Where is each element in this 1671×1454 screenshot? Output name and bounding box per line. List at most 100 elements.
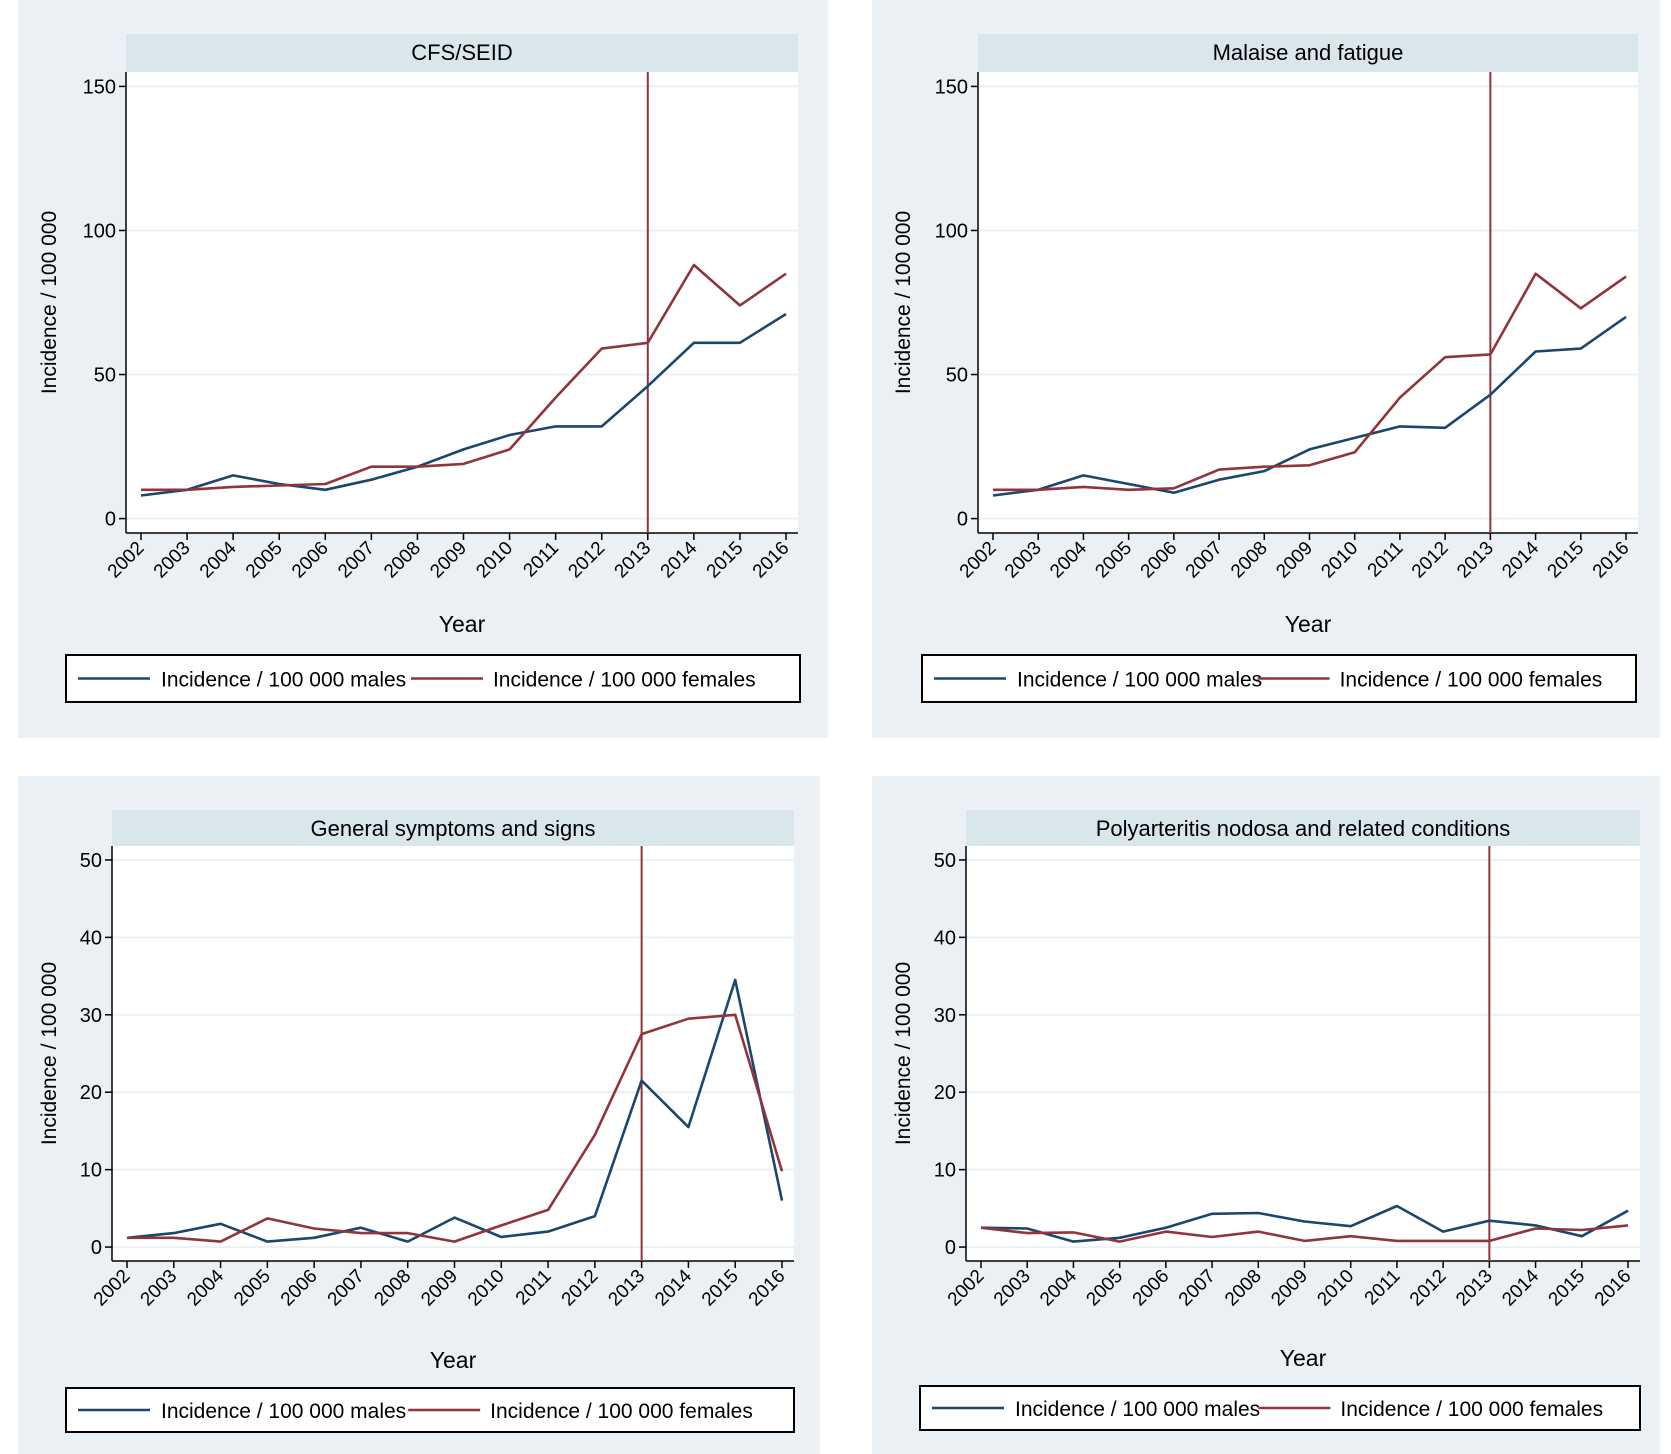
chart-panel-malaise-and-fatigue: Malaise and fatigue 0 50 100 150 2002 2003 2004…: [872, 0, 1660, 738]
y-tick-label: 40: [934, 927, 956, 949]
x-tick-label: 2006: [1137, 538, 1182, 583]
x-tick-label: 2002: [90, 1266, 135, 1311]
x-tick-label: 2009: [1267, 1266, 1312, 1311]
x-tick-label: 2003: [990, 1266, 1035, 1311]
legend-box: [65, 1387, 795, 1433]
x-tick-label: 2011: [1361, 1266, 1405, 1310]
x-tick-label: 2006: [1129, 1266, 1174, 1311]
x-tick-label: 2011: [512, 1266, 556, 1310]
y-axis-title: Incidence / 100 000: [892, 211, 915, 394]
x-tick-label: 2014: [1498, 537, 1543, 582]
title-strip: [978, 34, 1638, 72]
y-axis-title: Incidence / 100 000: [38, 962, 61, 1145]
y-axis-title: Incidence / 100 000: [38, 211, 61, 394]
x-tick-label: 2003: [137, 1266, 182, 1311]
x-tick-label: 2010: [472, 538, 517, 583]
x-tick-label: 2005: [230, 1266, 275, 1311]
x-tick-label: 2006: [288, 538, 333, 583]
x-tick-label: 2016: [745, 1266, 790, 1311]
y-tick-label: 0: [957, 509, 968, 531]
x-tick-label: 2016: [1589, 538, 1634, 583]
x-tick-label: 2008: [371, 1266, 416, 1311]
x-tick-label: 2016: [749, 538, 794, 583]
y-tick-label: 0: [105, 509, 116, 531]
chart-panel-polyarteritis-nodosa: Polyarteritis nodosa and related conditi…: [872, 776, 1660, 1454]
x-tick-label: 2015: [698, 1266, 743, 1311]
y-tick-label: 50: [946, 365, 968, 387]
x-tick-label: 2014: [1498, 1265, 1543, 1310]
x-tick-label: 2013: [1452, 1266, 1497, 1311]
x-tick-label: 2005: [242, 538, 287, 583]
y-tick-label: 30: [80, 1005, 102, 1027]
x-tick-label: 2006: [277, 1266, 322, 1311]
plot-area: [112, 846, 794, 1261]
x-tick-label: 2015: [1545, 1266, 1590, 1311]
x-tick-label: 2003: [1001, 538, 1046, 583]
y-tick-label: 150: [83, 76, 116, 98]
y-tick-label: 40: [80, 927, 102, 949]
x-tick-label: 2012: [1408, 538, 1453, 583]
plot-area: [978, 72, 1638, 533]
title-strip: [966, 810, 1640, 848]
x-tick-label: 2012: [558, 1266, 603, 1311]
y-tick-label: 50: [934, 850, 956, 872]
x-tick-label: 2003: [150, 538, 195, 583]
x-tick-label: 2010: [464, 1266, 509, 1311]
x-axis-title: Year: [430, 1347, 477, 1373]
x-tick-label: 2013: [1453, 538, 1498, 583]
x-tick-label: 2008: [1221, 1266, 1266, 1311]
x-tick-label: 2012: [565, 538, 610, 583]
y-tick-label: 30: [934, 1005, 956, 1027]
legend-label: Incidence / 100 000 males: [161, 669, 406, 692]
x-tick-label: 2008: [380, 538, 425, 583]
x-axis-title: Year: [1285, 611, 1332, 637]
x-tick-label: 2008: [1227, 538, 1272, 583]
y-tick-label: 50: [94, 365, 116, 387]
legend-label: Incidence / 100 000 males: [1017, 669, 1262, 692]
x-tick-label: 2013: [611, 538, 656, 583]
x-tick-label: 2004: [1036, 1265, 1081, 1310]
x-tick-label: 2012: [1406, 1266, 1451, 1311]
chart-svg: General symptoms and signs 0 10 20 30 40 50 200…: [38, 810, 795, 1433]
x-tick-label: 2005: [1091, 538, 1136, 583]
chart-title: General symptoms and signs: [311, 816, 596, 841]
y-tick-label: 50: [80, 850, 102, 872]
x-tick-label: 2010: [1314, 1266, 1359, 1311]
x-tick-label: 2016: [1591, 1266, 1636, 1311]
x-tick-label: 2002: [944, 1266, 989, 1311]
legend-label: Incidence / 100 000 females: [1340, 1398, 1603, 1421]
x-tick-label: 2011: [519, 538, 563, 582]
x-tick-label: 2004: [1046, 537, 1091, 582]
y-axis-title: Incidence / 100 000: [892, 962, 915, 1145]
title-strip: [112, 810, 794, 848]
x-axis-title: Year: [1280, 1345, 1327, 1371]
x-tick-label: 2004: [196, 537, 241, 582]
legend-label: Incidence / 100 000 males: [161, 1400, 406, 1423]
legend-label: Incidence / 100 000 females: [493, 669, 756, 692]
legend-label: Incidence / 100 000 females: [490, 1400, 753, 1423]
chart-title: Polyarteritis nodosa and related conditi…: [1096, 816, 1511, 841]
x-tick-label: 2009: [426, 538, 471, 583]
x-tick-label: 2002: [956, 538, 1001, 583]
x-tick-label: 2013: [604, 1266, 649, 1311]
y-tick-label: 0: [91, 1237, 102, 1259]
x-tick-label: 2007: [334, 538, 379, 583]
x-tick-label: 2015: [1544, 538, 1589, 583]
x-tick-label: 2005: [1082, 1266, 1127, 1311]
chart-svg: Polyarteritis nodosa and related conditi…: [892, 810, 1641, 1431]
x-tick-label: 2009: [1272, 538, 1317, 583]
x-axis-title: Year: [439, 611, 486, 637]
y-tick-label: 20: [80, 1082, 102, 1104]
x-tick-label: 2007: [324, 1266, 369, 1311]
chart-panel-cfs-seid: CFS/SEID 0 50 100 150 2002 2003 2004 2005 2006 200…: [18, 0, 828, 738]
chart-svg: Malaise and fatigue 0 50 100 150 2002 2003 2004…: [892, 34, 1638, 703]
y-tick-label: 100: [935, 220, 968, 242]
x-tick-label: 2010: [1318, 538, 1363, 583]
y-tick-label: 10: [934, 1160, 956, 1182]
plot-area: [966, 846, 1640, 1261]
legend-label: Incidence / 100 000 females: [1340, 669, 1603, 692]
x-tick-label: 2014: [651, 1265, 696, 1310]
legend-label: Incidence / 100 000 males: [1015, 1398, 1260, 1421]
x-tick-label: 2015: [703, 538, 748, 583]
x-tick-label: 2011: [1364, 538, 1408, 582]
